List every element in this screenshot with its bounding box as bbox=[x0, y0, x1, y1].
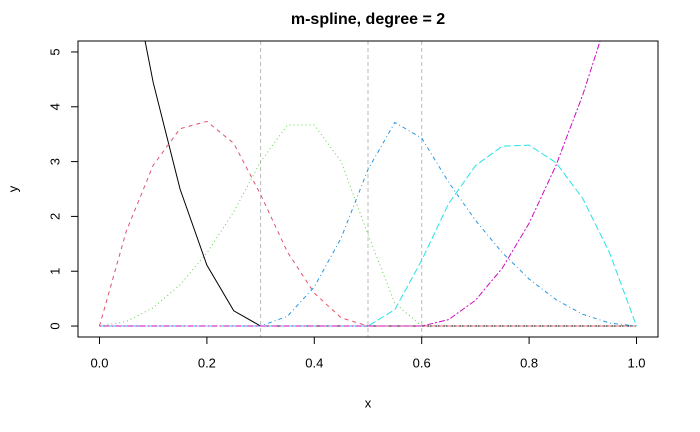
x-tick-label: 0.8 bbox=[520, 355, 538, 370]
plot-frame bbox=[77, 40, 659, 338]
series-line bbox=[99, 144, 637, 327]
y-tick-label: 0 bbox=[47, 322, 62, 329]
series-line bbox=[99, 121, 637, 327]
chart-title: m-spline, degree = 2 bbox=[291, 11, 445, 28]
x-axis-label: x bbox=[365, 395, 372, 410]
x-tick-label: 0.2 bbox=[198, 355, 216, 370]
plot-area bbox=[99, 41, 637, 337]
y-axis-label: y bbox=[5, 185, 20, 192]
x-tick-label: 0.0 bbox=[90, 355, 108, 370]
x-tick-label: 0.4 bbox=[305, 355, 323, 370]
y-tick-label: 2 bbox=[47, 213, 62, 220]
y-tick-label: 5 bbox=[47, 48, 62, 55]
y-tick-label: 4 bbox=[47, 103, 62, 110]
x-tick-label: 0.6 bbox=[413, 355, 431, 370]
y-tick-label: 1 bbox=[47, 268, 62, 275]
y-tick-label: 3 bbox=[47, 158, 62, 165]
series-line bbox=[99, 41, 601, 327]
x-tick-label: 1.0 bbox=[627, 355, 645, 370]
